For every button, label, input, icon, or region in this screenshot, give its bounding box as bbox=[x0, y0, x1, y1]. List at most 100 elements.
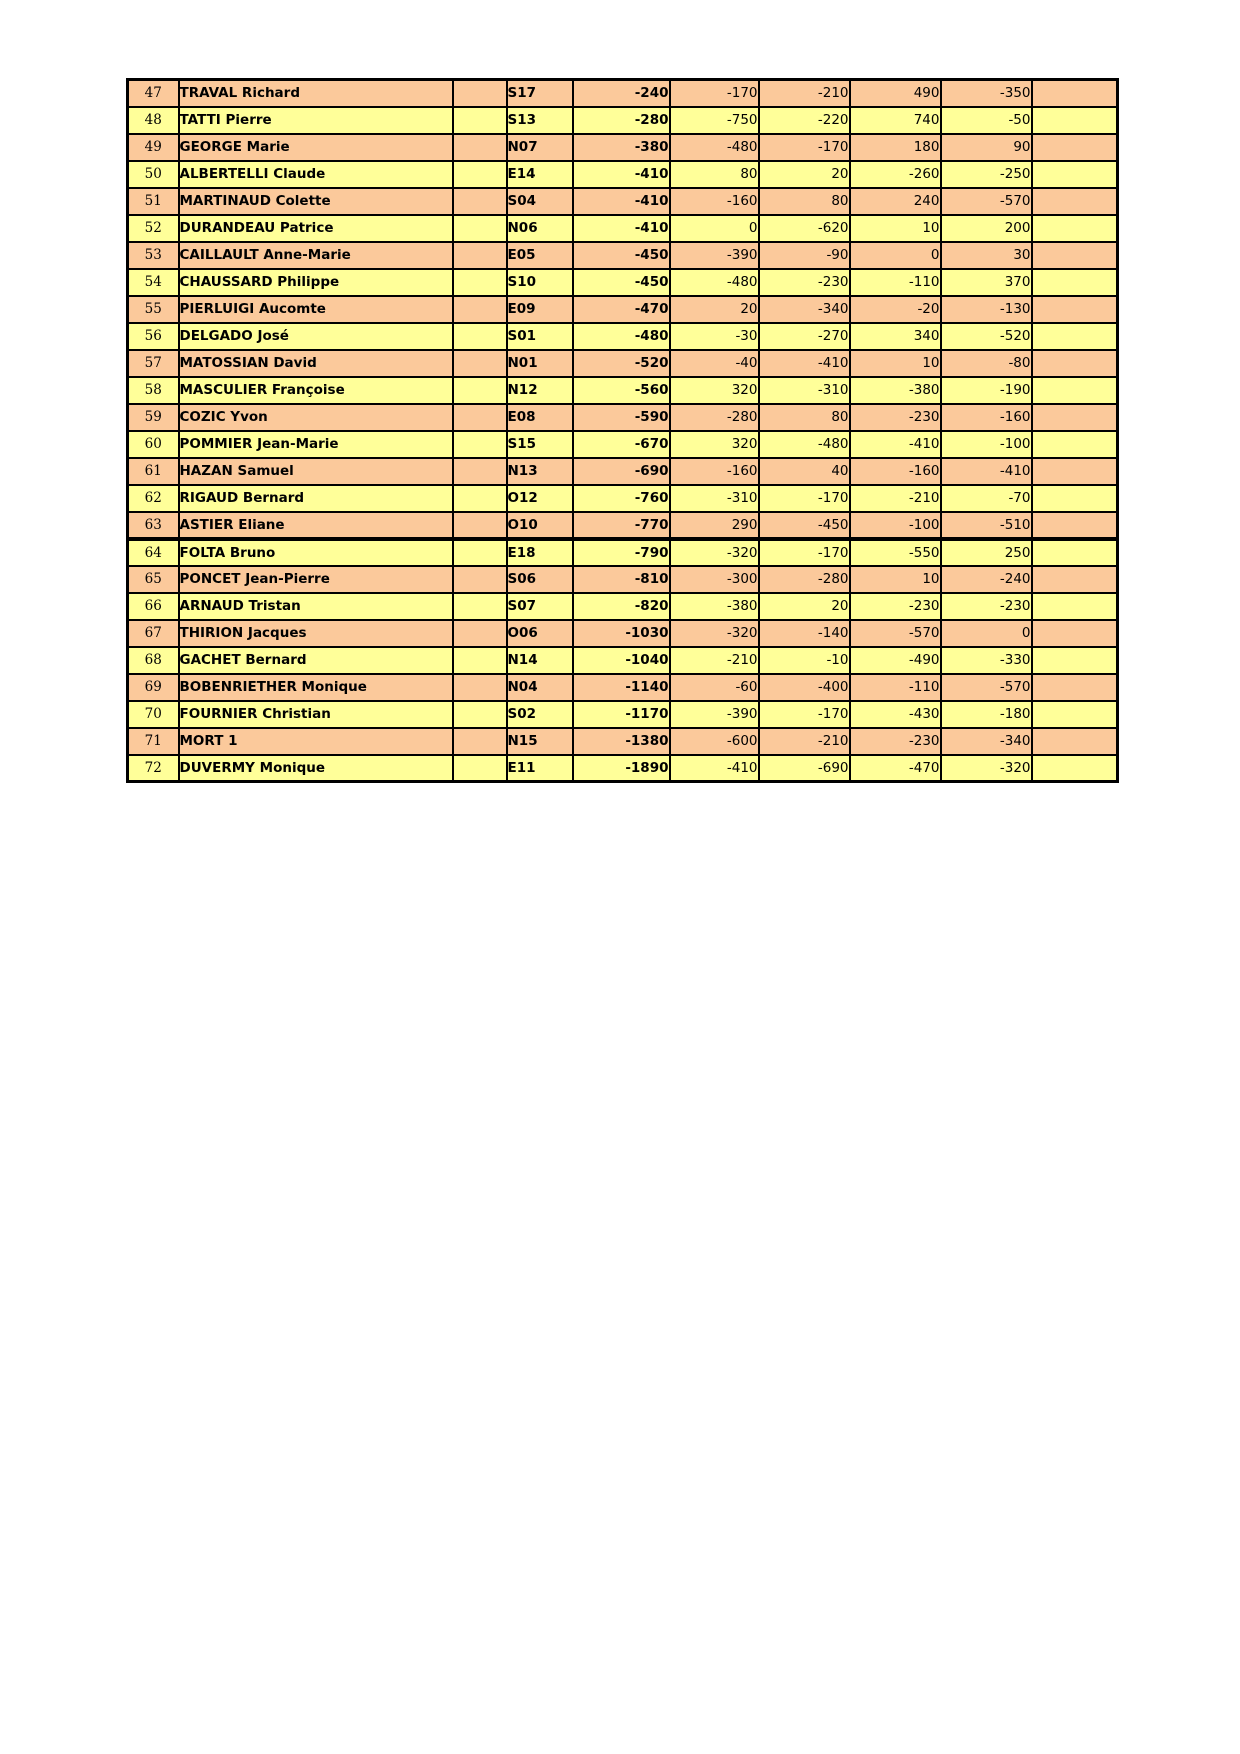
name-cell: MATOSSIAN David bbox=[177, 348, 454, 378]
code-cell: S02 bbox=[505, 699, 574, 729]
spacer-cell bbox=[451, 564, 508, 594]
table-row: 49 GEORGE Marie N07 -380 -480 -170 180 90 bbox=[126, 132, 1119, 162]
total-cell: -1170 bbox=[571, 699, 671, 729]
table-row: 55 PIERLUIGI Aucomte E09 -470 20 -340 -20 -130 bbox=[126, 294, 1119, 324]
table-row: 62 RIGAUD Bernard O12 -760 -310 -170 -210 -70 bbox=[126, 483, 1119, 513]
table-row: 54 CHAUSSARD Philippe S10 -450 -480 -230 -110 3… bbox=[126, 267, 1119, 297]
tail-cell bbox=[1030, 213, 1119, 243]
rank-cell: 67 bbox=[126, 618, 180, 648]
code-cell: N12 bbox=[505, 375, 574, 405]
score-cell: -550 bbox=[848, 537, 942, 567]
score-cell: -210 bbox=[848, 483, 942, 513]
score-cell: 290 bbox=[668, 510, 760, 541]
name-cell: DELGADO José bbox=[177, 321, 454, 351]
rank-cell: 51 bbox=[126, 186, 180, 216]
tail-cell bbox=[1030, 78, 1119, 108]
total-cell: -790 bbox=[571, 537, 671, 567]
spacer-cell bbox=[451, 159, 508, 189]
table-row: 48 TATTI Pierre S13 -280 -750 -220 740 -50 bbox=[126, 105, 1119, 135]
score-cell: 240 bbox=[848, 186, 942, 216]
total-cell: -560 bbox=[571, 375, 671, 405]
total-cell: -590 bbox=[571, 402, 671, 432]
total-cell: -1040 bbox=[571, 645, 671, 675]
score-cell: -410 bbox=[848, 429, 942, 459]
score-cell: 20 bbox=[757, 591, 851, 621]
score-cell: -80 bbox=[939, 348, 1033, 378]
score-cell: 180 bbox=[848, 132, 942, 162]
score-cell: -490 bbox=[848, 645, 942, 675]
results-table-body: 47 TRAVAL Richard S17 -240 -170 -210 490 -350 48… bbox=[126, 78, 1119, 783]
table-row: 57 MATOSSIAN David N01 -520 -40 -410 10 -80 bbox=[126, 348, 1119, 378]
total-cell: -1140 bbox=[571, 672, 671, 702]
table-row: 61 HAZAN Samuel N13 -690 -160 40 -160 -410 bbox=[126, 456, 1119, 486]
code-cell: E09 bbox=[505, 294, 574, 324]
score-cell: -280 bbox=[668, 402, 760, 432]
score-cell: -90 bbox=[757, 240, 851, 270]
score-cell: 250 bbox=[939, 537, 1033, 567]
score-cell: -70 bbox=[939, 483, 1033, 513]
code-cell: S04 bbox=[505, 186, 574, 216]
rank-cell: 57 bbox=[126, 348, 180, 378]
rank-cell: 66 bbox=[126, 591, 180, 621]
name-cell: MORT 1 bbox=[177, 726, 454, 756]
rank-cell: 48 bbox=[126, 105, 180, 135]
table-row: 65 PONCET Jean-Pierre S06 -810 -300 -280 10 -24… bbox=[126, 564, 1119, 594]
spacer-cell bbox=[451, 699, 508, 729]
score-cell: -400 bbox=[757, 672, 851, 702]
name-cell: GEORGE Marie bbox=[177, 132, 454, 162]
spacer-cell bbox=[451, 483, 508, 513]
tail-cell bbox=[1030, 105, 1119, 135]
score-cell: -570 bbox=[939, 186, 1033, 216]
total-cell: -480 bbox=[571, 321, 671, 351]
score-cell: -410 bbox=[939, 456, 1033, 486]
name-cell: PONCET Jean-Pierre bbox=[177, 564, 454, 594]
tail-cell bbox=[1030, 645, 1119, 675]
score-cell: -410 bbox=[757, 348, 851, 378]
score-cell: -160 bbox=[848, 456, 942, 486]
tail-cell bbox=[1030, 726, 1119, 756]
score-cell: 0 bbox=[848, 240, 942, 270]
rank-cell: 52 bbox=[126, 213, 180, 243]
code-cell: N07 bbox=[505, 132, 574, 162]
score-cell: -250 bbox=[939, 159, 1033, 189]
score-cell: -140 bbox=[757, 618, 851, 648]
table-row: 70 FOURNIER Christian S02 -1170 -390 -170 -430… bbox=[126, 699, 1119, 729]
code-cell: N14 bbox=[505, 645, 574, 675]
name-cell: CHAUSSARD Philippe bbox=[177, 267, 454, 297]
rank-cell: 55 bbox=[126, 294, 180, 324]
table-row: 59 COZIC Yvon E08 -590 -280 80 -230 -160 bbox=[126, 402, 1119, 432]
score-cell: -190 bbox=[939, 375, 1033, 405]
spacer-cell bbox=[451, 78, 508, 108]
score-cell: -320 bbox=[939, 753, 1033, 783]
name-cell: COZIC Yvon bbox=[177, 402, 454, 432]
name-cell: ALBERTELLI Claude bbox=[177, 159, 454, 189]
score-cell: -160 bbox=[668, 456, 760, 486]
spacer-cell bbox=[451, 591, 508, 621]
code-cell: N04 bbox=[505, 672, 574, 702]
total-cell: -690 bbox=[571, 456, 671, 486]
code-cell: O12 bbox=[505, 483, 574, 513]
tail-cell bbox=[1030, 321, 1119, 351]
score-cell: -270 bbox=[757, 321, 851, 351]
rank-cell: 54 bbox=[126, 267, 180, 297]
tail-cell bbox=[1030, 510, 1119, 541]
name-cell: FOURNIER Christian bbox=[177, 699, 454, 729]
spacer-cell bbox=[451, 510, 508, 541]
score-cell: -20 bbox=[848, 294, 942, 324]
score-cell: -180 bbox=[939, 699, 1033, 729]
score-cell: 490 bbox=[848, 78, 942, 108]
results-table: 47 TRAVAL Richard S17 -240 -170 -210 490 -350 48… bbox=[126, 78, 1119, 783]
score-cell: -470 bbox=[848, 753, 942, 783]
tail-cell bbox=[1030, 375, 1119, 405]
rank-cell: 53 bbox=[126, 240, 180, 270]
tail-cell bbox=[1030, 564, 1119, 594]
score-cell: -30 bbox=[668, 321, 760, 351]
score-cell: -350 bbox=[939, 78, 1033, 108]
code-cell: O06 bbox=[505, 618, 574, 648]
table-row: 64 FOLTA Bruno E18 -790 -320 -170 -550 250 bbox=[126, 537, 1119, 567]
score-cell: 10 bbox=[848, 213, 942, 243]
total-cell: -820 bbox=[571, 591, 671, 621]
score-cell: -510 bbox=[939, 510, 1033, 541]
score-cell: 20 bbox=[668, 294, 760, 324]
name-cell: DUVERMY Monique bbox=[177, 753, 454, 783]
